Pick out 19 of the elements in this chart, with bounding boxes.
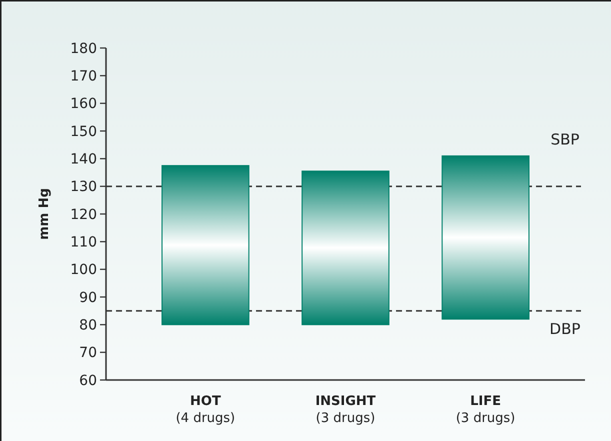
y-tick-label: 80 (79, 318, 97, 334)
ref-line-label: SBP (550, 130, 580, 148)
y-tick-label: 150 (70, 124, 97, 140)
y-tick-label: 100 (70, 262, 97, 278)
x-tick-label: LIFE (3 drugs) (456, 394, 516, 426)
y-tick-label: 160 (70, 96, 97, 112)
y-axis-title: mm Hg (37, 188, 52, 240)
y-tick-label: 120 (70, 206, 97, 223)
y-tick-label: 140 (70, 152, 97, 168)
x-tick-label: HOT (4 drugs) (176, 394, 236, 426)
y-tick-label: 60 (79, 372, 97, 389)
y-tick-label: 70 (79, 345, 97, 362)
ref-line-label: DBP (550, 320, 580, 338)
y-tick-label: 170 (70, 68, 97, 85)
y-tick-label: 130 (70, 179, 97, 196)
y-tick-label: 110 (70, 234, 97, 251)
y-tick-label: 90 (79, 290, 97, 306)
x-tick-label: INSIGHT (3 drugs) (315, 394, 376, 426)
y-tick-label: 180 (70, 40, 97, 57)
